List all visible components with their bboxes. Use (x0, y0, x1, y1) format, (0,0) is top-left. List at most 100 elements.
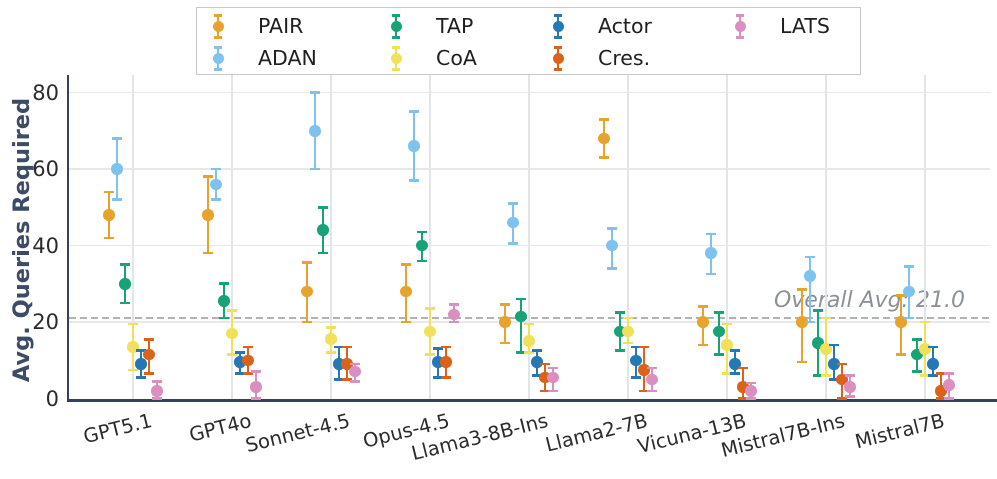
errorbar-cap-top (920, 320, 930, 324)
errorbar-cap-bottom (805, 320, 815, 324)
errorbar-cap-top (227, 309, 237, 312)
errorbar-stem (808, 256, 812, 322)
data-point-ADAN-GPT4o (210, 178, 222, 191)
data-point-Cres-GPT4o (242, 354, 254, 366)
overall-avg-line (69, 317, 990, 320)
data-point-ADAN-Mistral7B (903, 285, 915, 298)
legend-item-LATS: LATS (733, 11, 830, 41)
errorbar-cap-bottom (623, 341, 633, 345)
data-point-CoA-Vicuna-13B (721, 339, 733, 351)
data-point-Actor-Llama2-7B (630, 354, 642, 366)
errorbar-cap-bottom (441, 376, 451, 379)
y-axis-spine (66, 75, 70, 402)
errorbar-cap-bottom (639, 389, 649, 393)
marker-part (390, 21, 402, 32)
data-point-PAIR-Vicuna-13B (697, 316, 709, 328)
vertical-gridline (132, 75, 134, 400)
errorbar-cap-top (698, 305, 708, 308)
errorbar-cap-top (912, 337, 922, 341)
marker-part (214, 46, 222, 49)
marker-part (554, 35, 562, 39)
errorbar-cap-bottom (136, 376, 146, 379)
marker-part (392, 46, 400, 49)
errorbar-cap-top (738, 366, 748, 370)
data-point-TAP-Mistral7B-Ins (812, 337, 824, 349)
horizontal-gridline (69, 321, 990, 323)
data-point-TAP-GPT4o (218, 295, 230, 307)
legend-item-Cres: Cres. (551, 43, 650, 73)
data-point-CoA-Mistral7B-Ins (820, 343, 832, 355)
marker-part (736, 35, 744, 39)
errorbar-cap-bottom (302, 320, 312, 324)
marker-part (212, 21, 224, 32)
errorbar-cap-bottom (896, 353, 906, 356)
errorbar-cap-bottom (227, 353, 237, 356)
errorbar-marker-icon (551, 12, 565, 40)
y-tick-label: 60 (32, 157, 59, 181)
errorbar-cap-bottom (904, 316, 914, 320)
marker-part (554, 14, 562, 17)
errorbar-cap-top (128, 322, 138, 326)
data-point-CoA-Sonnet-4.5 (325, 333, 337, 345)
data-point-Actor-Sonnet-4.5 (333, 358, 345, 370)
errorbar-cap-top (746, 381, 756, 385)
data-point-ADAN-Llama3-8B-Ins (507, 216, 519, 229)
data-point-CoA-Opus-4.5 (424, 325, 436, 338)
legend-label: PAIR (258, 14, 304, 38)
errorbar-cap-bottom (500, 341, 510, 345)
errorbar-cap-bottom (318, 251, 328, 255)
data-point-LATS-Sonnet-4.5 (349, 365, 361, 378)
vertical-gridline (231, 75, 233, 400)
data-point-Actor-Opus-4.5 (432, 356, 444, 368)
errorbar-cap-bottom (714, 353, 724, 356)
errorbar-cap-bottom (821, 374, 831, 377)
data-point-ADAN-Vicuna-13B (705, 247, 717, 259)
errorbar-cap-top (730, 349, 740, 352)
errorbar-marker-icon (211, 12, 225, 40)
data-point-ADAN-Opus-4.5 (408, 140, 420, 152)
marker-part (390, 53, 402, 64)
errorbar-cap-top (532, 349, 542, 352)
data-point-PAIR-Llama2-7B (598, 132, 610, 145)
errorbar-cap-bottom (449, 320, 459, 324)
data-point-PAIR-GPT5.1 (103, 209, 115, 221)
errorbar-cap-bottom (203, 251, 213, 255)
errorbar-cap-bottom (508, 242, 518, 245)
data-point-Cres-Llama3-8B-Ins (539, 371, 551, 384)
marker-part (212, 53, 224, 64)
marker-part (734, 21, 746, 32)
y-tick-label: 40 (32, 233, 59, 258)
data-point-LATS-Llama3-8B-Ins (547, 371, 559, 384)
data-point-Actor-Vicuna-13B (729, 358, 741, 370)
errorbar-cap-bottom (104, 236, 114, 240)
data-point-CoA-GPT5.1 (127, 341, 139, 353)
errorbar-cap-top (449, 303, 459, 307)
errorbar-cap-top (813, 309, 823, 312)
errorbar-cap-top (631, 345, 641, 349)
errorbar-cap-bottom (112, 198, 122, 201)
data-point-CoA-GPT4o (226, 327, 238, 340)
data-point-Cres-Mistral7B (935, 385, 947, 397)
errorbar-cap-top (722, 322, 732, 326)
errorbar-cap-top (219, 282, 229, 286)
errorbar-cap-bottom (837, 397, 847, 400)
errorbar-cap-bottom (738, 397, 748, 400)
errorbar-cap-top (334, 345, 344, 349)
errorbar-cap-bottom (936, 397, 946, 400)
errorbar-cap-bottom (409, 179, 419, 182)
errorbar-cap-bottom (532, 374, 542, 377)
errorbar-cap-top (639, 345, 649, 349)
marker-part (736, 14, 744, 17)
data-point-TAP-Opus-4.5 (416, 239, 428, 252)
errorbar-cap-top (615, 311, 625, 314)
errorbar-cap-bottom (425, 353, 435, 356)
errorbar-cap-bottom (730, 372, 740, 375)
data-point-Actor-Llama3-8B-Ins (531, 356, 543, 368)
errorbar-cap-bottom (417, 259, 427, 263)
data-point-CoA-Llama3-8B-Ins (523, 335, 535, 347)
errorbar-cap-bottom (433, 376, 443, 379)
data-point-Actor-Mistral7B-Ins (828, 358, 840, 370)
data-point-TAP-Vicuna-13B (713, 325, 725, 338)
errorbar-cap-bottom (944, 397, 954, 400)
